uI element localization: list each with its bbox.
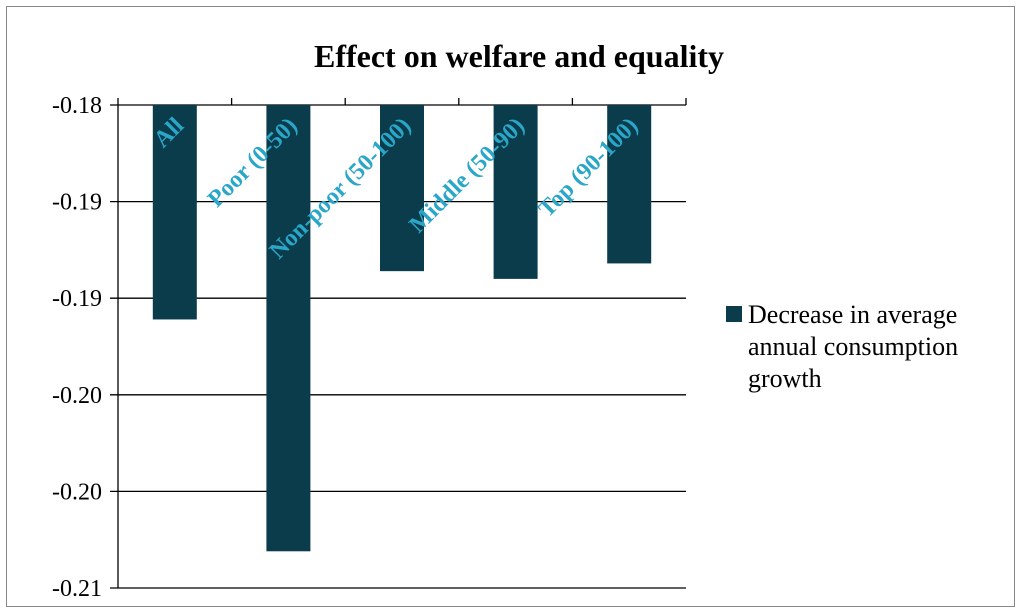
y-tick-labels: -0.18 -0.19 -0.19 -0.20 -0.20 -0.21 — [52, 93, 102, 602]
bar — [266, 105, 311, 552]
legend-label-line: annual consumption — [748, 332, 958, 361]
legend-label: Decrease in average annual consumption gro… — [748, 300, 958, 393]
gridlines — [110, 104, 686, 589]
y-tick-label: -0.19 — [52, 286, 102, 312]
bar — [607, 105, 652, 264]
y-axis — [117, 98, 687, 588]
bar — [152, 105, 197, 320]
legend-label-line: Decrease in average — [748, 300, 957, 329]
y-tick-label: -0.19 — [52, 190, 102, 216]
legend-label-line: growth — [748, 364, 822, 393]
y-tick-label: -0.21 — [52, 576, 102, 602]
legend-swatch — [726, 306, 742, 322]
chart-title: Effect on welfare and equality — [314, 38, 724, 74]
y-tick-label: -0.18 — [52, 93, 102, 119]
bar — [380, 105, 424, 272]
y-tick-label: -0.20 — [52, 383, 102, 409]
y-tick-label: -0.20 — [52, 479, 102, 505]
bar — [493, 105, 538, 279]
legend: Decrease in average annual consumption gro… — [726, 300, 958, 393]
bars — [152, 105, 652, 552]
